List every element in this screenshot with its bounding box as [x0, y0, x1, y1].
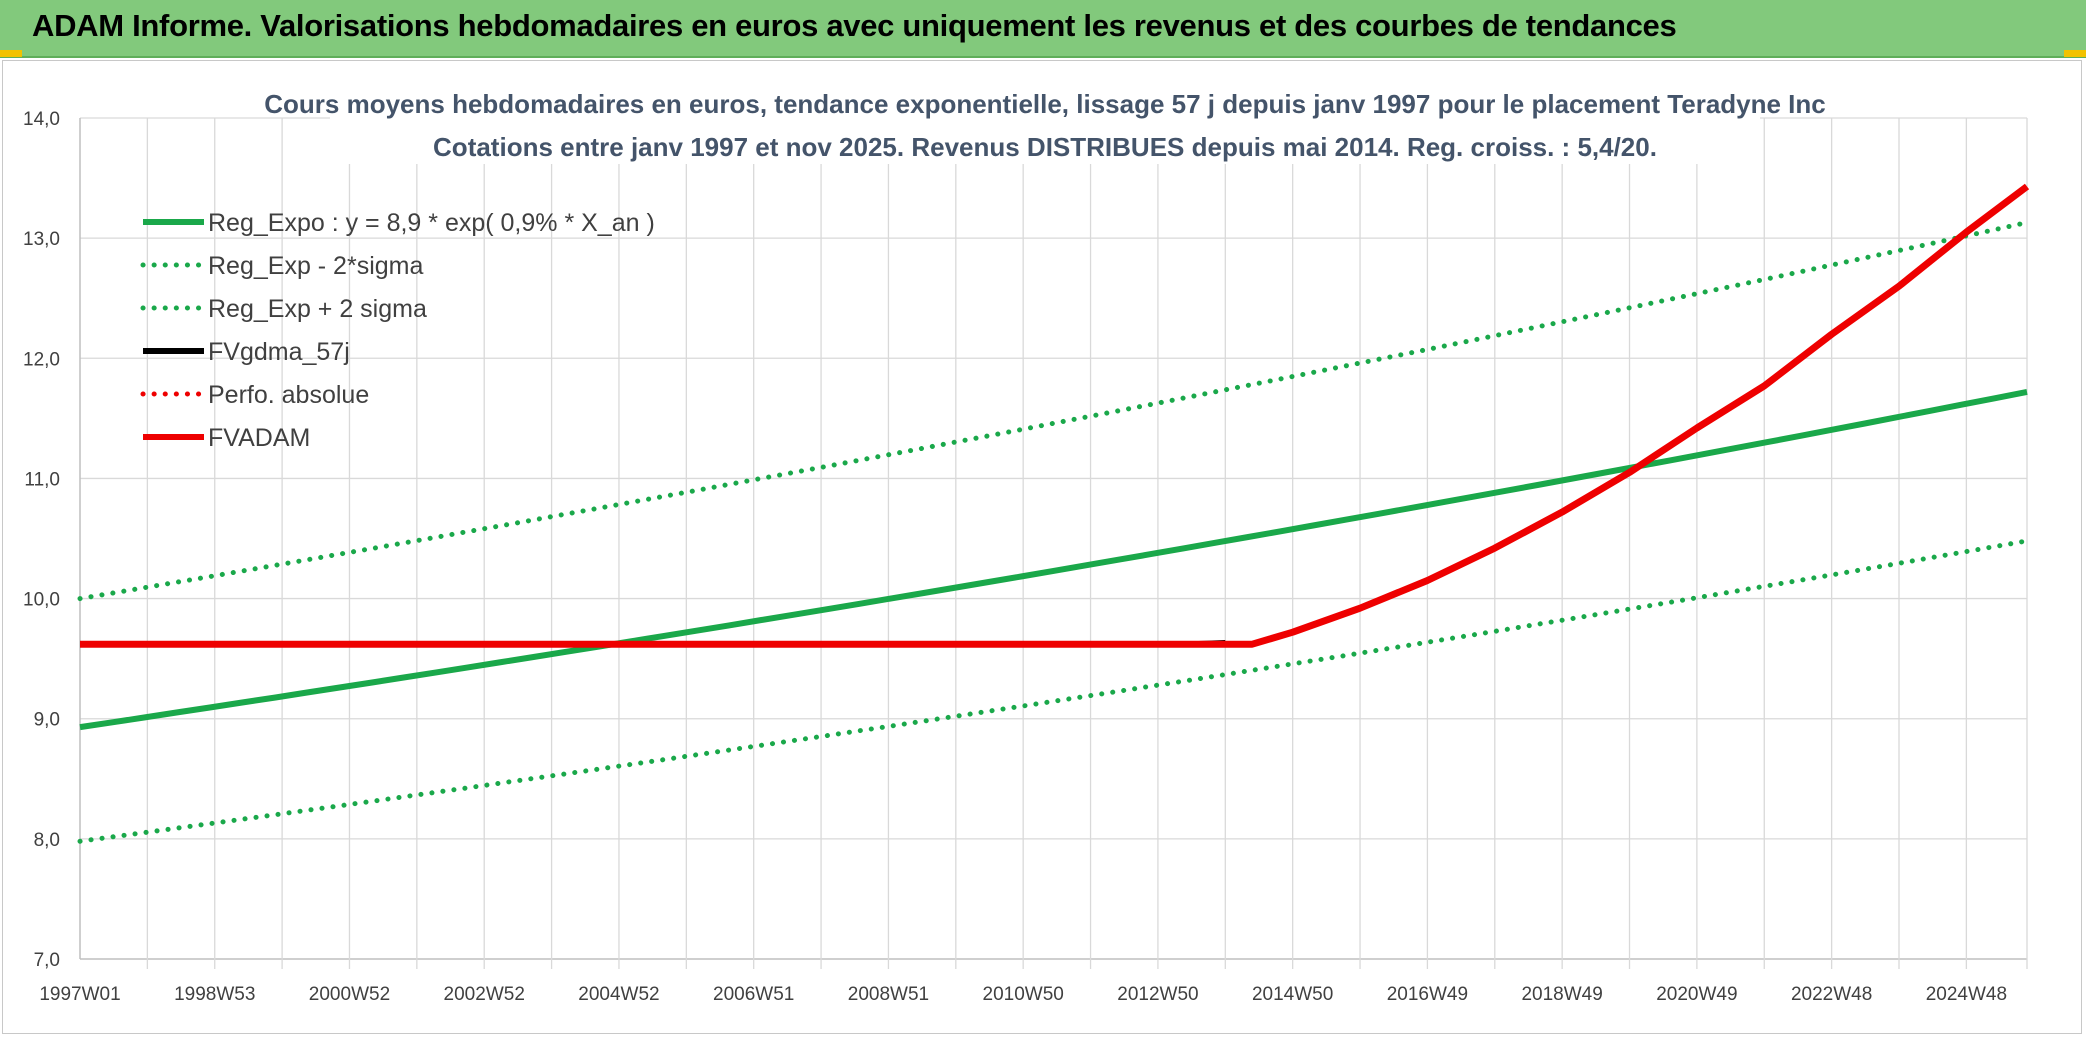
- corner-accent-left: [0, 50, 22, 57]
- y-tick-label: 8,0: [34, 830, 60, 851]
- legend-entry: Reg_Expo : y = 8,9 * exp( 0,9% * X_an ): [208, 209, 655, 237]
- x-tick-label: 2018W49: [1521, 984, 1602, 1005]
- y-axis-labels: 7,0 8,0 9,0 10,0 11,0 12,0 13,0 14,0: [23, 109, 60, 971]
- x-tick-label: 2016W49: [1387, 984, 1468, 1005]
- legend-entry: FVgdma_57j: [208, 338, 350, 366]
- x-tick-label: 1998W53: [174, 984, 255, 1005]
- corner-accent-right: [2064, 50, 2086, 57]
- x-tick-label: 2024W48: [1926, 984, 2007, 1005]
- x-tick-label: 2008W51: [848, 984, 929, 1005]
- grid: [79, 117, 2028, 969]
- legend: Reg_Expo : y = 8,9 * exp( 0,9% * X_an ) R…: [140, 209, 655, 452]
- title-background: [330, 86, 1760, 164]
- x-axis-labels: 1997W01 1998W53 2000W52 2002W52 2004W52 2006W…: [39, 984, 2007, 1005]
- x-tick-label: 2000W52: [309, 984, 390, 1005]
- y-tick-label: 14,0: [23, 109, 60, 130]
- x-tick-label: 2012W50: [1117, 984, 1198, 1005]
- legend-entry: Perfo. absolue: [208, 381, 369, 409]
- x-tick-label: 2010W50: [983, 984, 1064, 1005]
- y-tick-label: 12,0: [23, 349, 60, 370]
- legend-entry: Reg_Exp + 2 sigma: [208, 295, 427, 323]
- y-tick-label: 10,0: [23, 590, 60, 611]
- series-line-5: [80, 183, 2030, 648]
- y-tick-label: 11,0: [24, 469, 60, 490]
- x-tick-label: 1997W01: [39, 984, 120, 1005]
- series-line-2: [77, 220, 2030, 602]
- legend-entry: Reg_Exp - 2*sigma: [208, 252, 423, 280]
- series-line-0: [79, 388, 2028, 731]
- x-tick-label: 2020W49: [1656, 984, 1737, 1005]
- series-line-1: [77, 538, 2030, 844]
- chart-title: Cours moyens hebdomadaires en euros, ten…: [264, 89, 1826, 119]
- y-tick-label: 7,0: [34, 950, 60, 971]
- x-tick-label: 2022W48: [1791, 984, 1872, 1005]
- x-tick-label: 2014W50: [1252, 984, 1333, 1005]
- x-tick-label: 2006W51: [713, 984, 794, 1005]
- legend-entry: FVADAM: [208, 424, 310, 452]
- x-tick-label: 2002W52: [444, 984, 525, 1005]
- report-title: ADAM Informe. Valorisations hebdomadaire…: [32, 8, 1677, 43]
- y-tick-label: 13,0: [23, 229, 60, 250]
- report-banner: ADAM Informe. Valorisations hebdomadaire…: [0, 0, 2086, 58]
- x-tick-label: 2004W52: [578, 984, 659, 1005]
- chart-subtitle: Cotations entre janv 1997 et nov 2025. R…: [433, 132, 1657, 162]
- chart-frame: [2, 60, 2082, 1034]
- series-lines: [77, 183, 2030, 844]
- y-tick-label: 9,0: [34, 710, 60, 731]
